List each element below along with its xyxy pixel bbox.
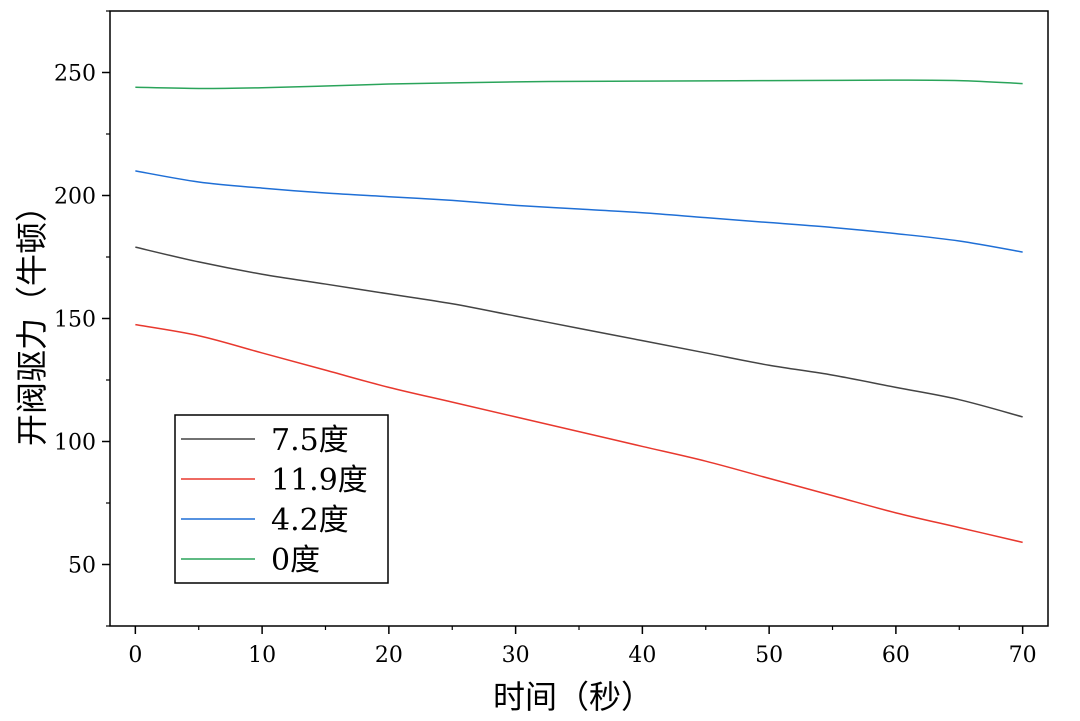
- legend-label-2: 4.2度: [271, 503, 349, 538]
- y-tick-label-0: 50: [68, 554, 96, 579]
- series-line-1: [135, 323, 1023, 544]
- x-tick-label-1: 10: [248, 643, 276, 668]
- x-tick-label-5: 50: [755, 643, 783, 668]
- x-axis-label: 时间（秒）: [493, 678, 653, 716]
- y-tick-label-1: 100: [54, 431, 96, 456]
- x-tick-label-3: 30: [502, 643, 530, 668]
- x-tick-label-4: 40: [628, 643, 656, 668]
- series-layer: [135, 79, 1023, 544]
- y-tick-label-4: 250: [54, 62, 96, 87]
- x-tick-label-0: 0: [128, 643, 142, 668]
- x-tick-label-2: 20: [375, 643, 403, 668]
- x-axis-ticks: 0 10 20 30 40 50 60 70: [128, 626, 1037, 668]
- legend-label-3: 0度: [271, 543, 320, 578]
- x-tick-label-7: 70: [1009, 643, 1037, 668]
- y-tick-label-3: 200: [54, 185, 96, 210]
- y-axis-label: 开阀驱力（牛顿）: [13, 190, 51, 446]
- legend-box: [174, 414, 389, 584]
- legend-label-0: 7.5度: [271, 423, 349, 458]
- legend: 7.5度 11.9度 4.2度 0度: [174, 414, 389, 584]
- y-axis-ticks: 50 100 150 200 250: [54, 10, 110, 627]
- legend-label-1: 11.9度: [271, 463, 368, 498]
- series-line-0: [135, 246, 1023, 418]
- series-line-3: [135, 79, 1023, 90]
- x-tick-label-6: 60: [882, 643, 910, 668]
- y-tick-label-2: 150: [54, 308, 96, 333]
- series-line-2: [135, 170, 1023, 253]
